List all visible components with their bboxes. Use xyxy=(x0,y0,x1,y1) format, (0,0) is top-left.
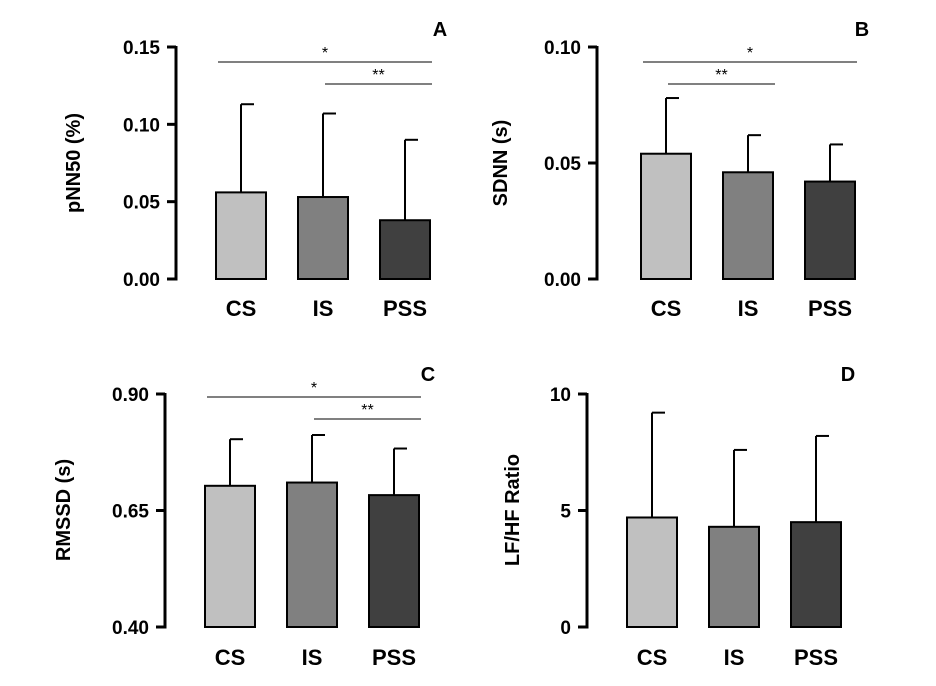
significance-label: * xyxy=(311,380,317,397)
category-label: CS xyxy=(651,296,682,321)
category-label: IS xyxy=(302,645,323,670)
bar-pss xyxy=(379,219,431,281)
bar-is xyxy=(722,171,774,280)
category-label: PSS xyxy=(794,645,838,670)
category-label: IS xyxy=(738,296,759,321)
significance-label: * xyxy=(747,45,753,62)
y-tick-label: 0 xyxy=(560,618,571,639)
category-label: CS xyxy=(637,645,668,670)
bar-cs xyxy=(204,484,256,628)
panel-label: B xyxy=(855,19,869,41)
bar-is xyxy=(708,525,760,628)
y-tick-label: 0.00 xyxy=(123,270,160,291)
y-tick-label: 0.65 xyxy=(112,502,149,523)
y-axis-label: SDNN (s) xyxy=(490,120,512,207)
bar-cs xyxy=(626,516,678,628)
category-label: PSS xyxy=(808,296,852,321)
significance-label: * xyxy=(322,45,328,62)
bar-pss xyxy=(790,521,842,629)
y-tick-label: 0.90 xyxy=(112,385,149,406)
y-tick-label: 5 xyxy=(560,502,571,523)
bar-pss xyxy=(804,180,856,280)
bar-is xyxy=(297,196,349,281)
y-axis-label: LF/HF Ratio xyxy=(502,454,524,566)
category-label: IS xyxy=(313,296,334,321)
y-axis-label: RMSSD (s) xyxy=(53,459,75,561)
panel-d: 0 5 10 LF/HF Ratio D CS IS PSS xyxy=(502,364,855,670)
y-tick-label: 0.10 xyxy=(544,38,581,59)
category-label: CS xyxy=(215,645,246,670)
category-label: PSS xyxy=(383,296,427,321)
bar-cs xyxy=(640,152,692,280)
significance-label: ** xyxy=(715,67,727,84)
significance-label: ** xyxy=(372,67,384,84)
y-tick-label: 0.40 xyxy=(112,618,149,639)
category-label: IS xyxy=(724,645,745,670)
y-tick-label: 0.05 xyxy=(123,193,160,214)
bar-cs xyxy=(215,191,267,281)
category-label: CS xyxy=(226,296,257,321)
y-tick-label: 0.10 xyxy=(123,115,160,136)
significance-label: ** xyxy=(361,402,373,419)
panel-label: A xyxy=(433,19,447,41)
bar-pss xyxy=(368,494,420,629)
y-tick-label: 0.00 xyxy=(544,270,581,291)
panel-label: C xyxy=(421,364,435,386)
bar-is xyxy=(286,481,338,629)
panel-label: D xyxy=(841,364,855,386)
y-tick-label: 10 xyxy=(550,385,571,406)
y-tick-label: 0.15 xyxy=(123,38,160,59)
y-axis-label: pNN50 (%) xyxy=(63,113,85,213)
category-label: PSS xyxy=(372,645,416,670)
y-tick-label: 0.05 xyxy=(544,154,581,175)
